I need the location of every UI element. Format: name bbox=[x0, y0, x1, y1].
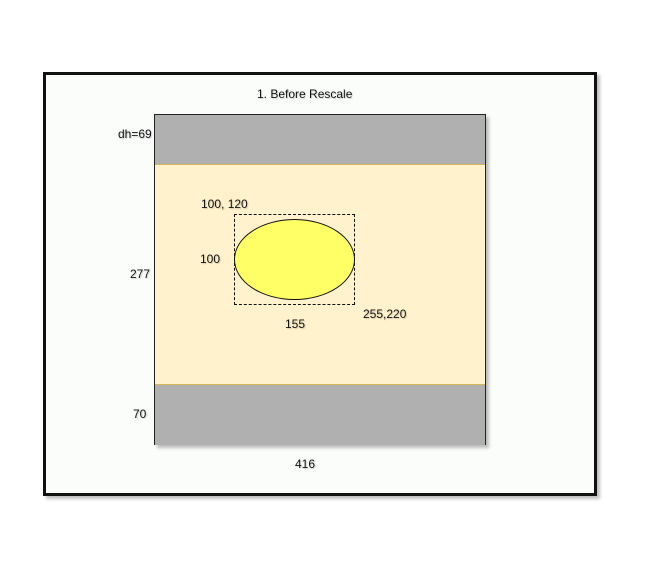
canvas-area bbox=[154, 114, 486, 445]
box-top-left-coord-label: 100, 120 bbox=[201, 197, 248, 211]
width-label: 416 bbox=[295, 457, 316, 471]
top-band-height-label: dh=69 bbox=[118, 127, 152, 141]
diagram-title: 1. Before Rescale bbox=[257, 87, 353, 101]
box-height-label: 100 bbox=[200, 252, 221, 266]
middle-band-height-label: 277 bbox=[130, 267, 151, 281]
box-width-label: 155 bbox=[285, 317, 306, 331]
box-bottom-right-coord-label: 255,220 bbox=[363, 307, 407, 321]
bottom-band-height-label: 70 bbox=[133, 407, 147, 421]
top-gray-band bbox=[155, 115, 485, 165]
yellow-ellipse bbox=[234, 219, 355, 300]
bottom-gray-band bbox=[155, 384, 485, 445]
